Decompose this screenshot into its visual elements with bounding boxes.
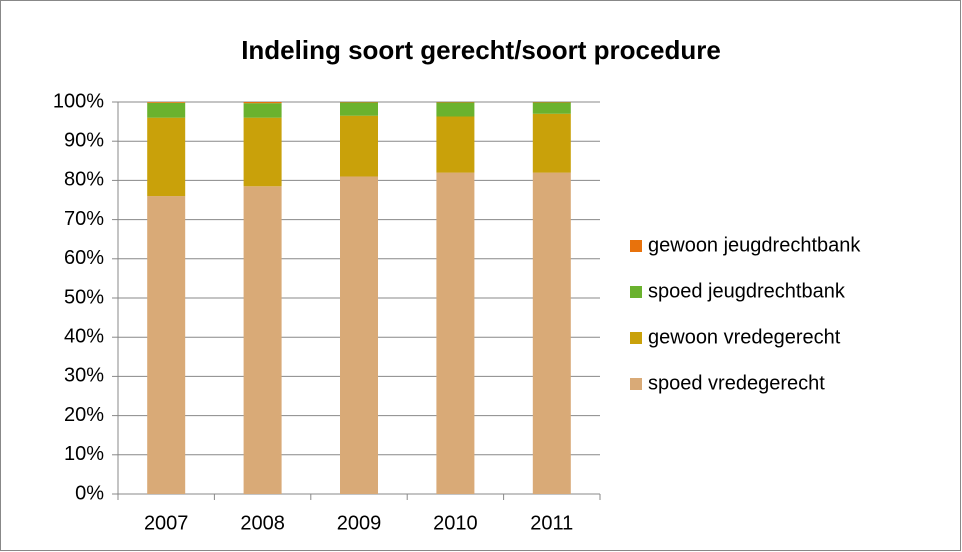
bar-segment bbox=[147, 102, 186, 103]
y-tick-label: 0% bbox=[75, 482, 104, 504]
legend-swatch bbox=[630, 286, 642, 298]
legend-label: spoed jeugdrechtbank bbox=[648, 280, 846, 302]
bar-segment bbox=[532, 113, 571, 173]
legend-label: gewoon jeugdrechtbank bbox=[648, 234, 861, 256]
bar-segment bbox=[532, 102, 571, 114]
x-tick-label: 2009 bbox=[337, 512, 382, 534]
y-tick-label: 40% bbox=[64, 325, 104, 347]
bar-segment bbox=[243, 186, 282, 494]
y-tick-label: 80% bbox=[64, 169, 104, 191]
bar-segment bbox=[436, 172, 475, 494]
legend-swatch bbox=[630, 378, 642, 390]
legend-swatch bbox=[630, 332, 642, 344]
legend-label: gewoon vredegerecht bbox=[648, 326, 841, 348]
y-tick-label: 50% bbox=[64, 286, 104, 308]
x-tick-label: 2011 bbox=[530, 512, 573, 534]
bar-segment bbox=[147, 117, 186, 197]
bar-segment bbox=[340, 176, 378, 495]
x-tick-label: 2008 bbox=[240, 512, 285, 534]
legend-label: spoed vredegerecht bbox=[648, 372, 825, 394]
bar-segment bbox=[436, 116, 475, 173]
bar-segment bbox=[147, 196, 186, 494]
bar-segment bbox=[340, 115, 378, 177]
bar-segment bbox=[243, 103, 282, 118]
bar-segment bbox=[436, 102, 475, 117]
y-tick-label: 60% bbox=[64, 247, 104, 269]
y-tick-label: 10% bbox=[64, 443, 104, 465]
legend-swatch bbox=[630, 240, 642, 252]
chart-title: Indeling soort gerecht/soort procedure bbox=[241, 35, 721, 65]
bar-segment bbox=[243, 102, 282, 104]
x-tick-label: 2010 bbox=[433, 512, 478, 534]
y-tick-label: 20% bbox=[64, 404, 104, 426]
y-tick-label: 30% bbox=[64, 365, 104, 387]
y-tick-label: 90% bbox=[64, 129, 104, 151]
y-tick-label: 100% bbox=[53, 90, 104, 112]
bar-segment bbox=[340, 102, 378, 116]
bar-segment bbox=[243, 117, 282, 187]
y-tick-label: 70% bbox=[64, 208, 104, 230]
x-tick-label: 2007 bbox=[144, 512, 189, 534]
bar-segment bbox=[147, 102, 186, 118]
bar-segment bbox=[532, 172, 571, 494]
